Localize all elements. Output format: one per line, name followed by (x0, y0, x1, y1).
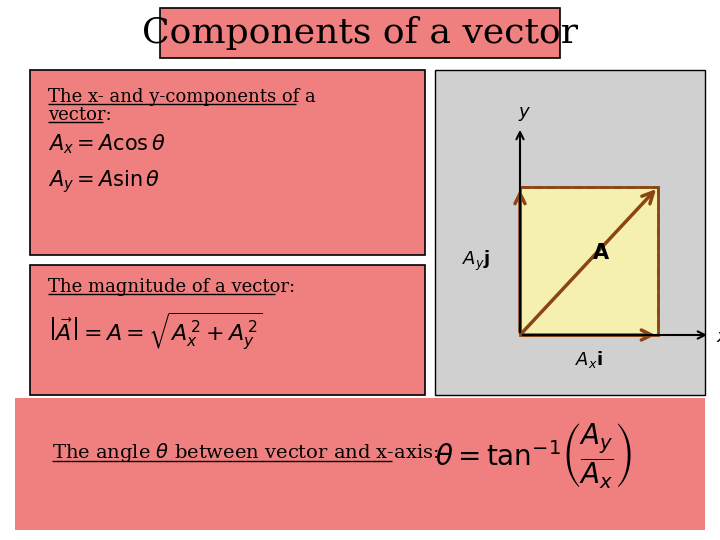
Text: $y$: $y$ (518, 105, 531, 123)
Text: Components of a vector: Components of a vector (142, 16, 578, 50)
Text: $A_y = A\sin\theta$: $A_y = A\sin\theta$ (48, 168, 161, 195)
Bar (435, 70, 705, 395)
Text: The x- and y-components of a: The x- and y-components of a (48, 88, 316, 106)
Text: $\theta = \tan^{-1}\!\left(\dfrac{A_y}{A_x}\right)$: $\theta = \tan^{-1}\!\left(\dfrac{A_y}{A… (435, 421, 631, 489)
Text: $x$: $x$ (716, 328, 720, 346)
Bar (15, 398, 705, 530)
Text: $A_y\mathbf{j}$: $A_y\mathbf{j}$ (462, 249, 490, 273)
Bar (30, 70, 425, 255)
Text: vector:: vector: (48, 106, 112, 124)
Text: $\mathbf{A}$: $\mathbf{A}$ (592, 243, 610, 263)
Bar (30, 265, 425, 395)
Text: $\left|\vec{A}\right| = A = \sqrt{A_x^{\,2} + A_y^{\,2}}$: $\left|\vec{A}\right| = A = \sqrt{A_x^{\… (48, 310, 263, 353)
Text: $A_x\mathbf{i}$: $A_x\mathbf{i}$ (575, 348, 603, 369)
Bar (160, 8, 560, 58)
Text: $A_x = A\cos\theta$: $A_x = A\cos\theta$ (48, 132, 166, 156)
Text: The magnitude of a vector:: The magnitude of a vector: (48, 278, 295, 296)
Text: The angle $\theta$ between vector and x-axis:: The angle $\theta$ between vector and x-… (52, 441, 439, 463)
Bar (520, 187, 658, 335)
